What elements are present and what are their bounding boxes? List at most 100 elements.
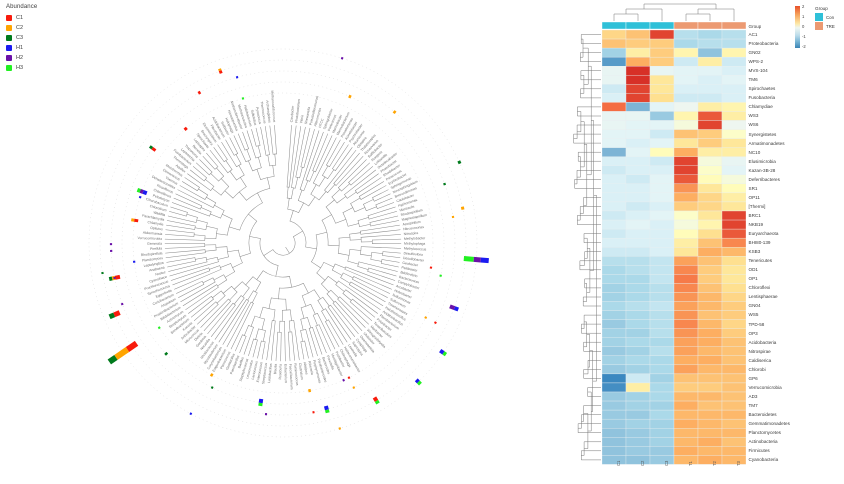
heatmap-cell[interactable] bbox=[625, 38, 651, 49]
heatmap-cell[interactable] bbox=[673, 38, 699, 49]
heatmap-cell[interactable] bbox=[721, 228, 746, 239]
heatmap-cell[interactable] bbox=[649, 165, 675, 175]
heatmap-cell[interactable] bbox=[602, 138, 627, 148]
heatmap-cell[interactable] bbox=[721, 47, 746, 58]
heatmap-cell[interactable] bbox=[625, 147, 651, 157]
heatmap-cell[interactable] bbox=[721, 120, 746, 130]
heatmap-cell[interactable] bbox=[625, 237, 651, 248]
heatmap-cell[interactable] bbox=[697, 319, 723, 329]
heatmap-cell[interactable] bbox=[697, 283, 723, 293]
heatmap-cell[interactable] bbox=[721, 355, 746, 366]
heatmap-cell[interactable] bbox=[602, 120, 627, 130]
heatmap-cell[interactable] bbox=[721, 265, 746, 275]
heatmap-cell[interactable] bbox=[649, 129, 675, 139]
heatmap-cell[interactable] bbox=[602, 247, 627, 257]
heatmap-cell[interactable] bbox=[602, 437, 627, 447]
heatmap-cell[interactable] bbox=[602, 455, 627, 465]
heatmap-cell[interactable] bbox=[697, 346, 723, 356]
heatmap-cell[interactable] bbox=[673, 400, 699, 411]
heatmap-cell[interactable] bbox=[625, 346, 651, 356]
heatmap-cell[interactable] bbox=[673, 75, 699, 85]
heatmap-cell[interactable] bbox=[673, 292, 699, 302]
heatmap-cell[interactable] bbox=[697, 38, 723, 49]
heatmap-cell[interactable] bbox=[697, 400, 723, 411]
heatmap-cell[interactable] bbox=[602, 283, 627, 293]
heatmap-cell[interactable] bbox=[649, 455, 675, 465]
heatmap-cell[interactable] bbox=[673, 455, 699, 465]
heatmap-cell[interactable] bbox=[673, 102, 699, 112]
heatmap-cell[interactable] bbox=[697, 455, 723, 465]
heatmap-cell[interactable] bbox=[625, 364, 651, 375]
heatmap-cell[interactable] bbox=[625, 310, 651, 320]
heatmap-cell[interactable] bbox=[625, 29, 651, 40]
heatmap-cell[interactable] bbox=[625, 75, 651, 85]
heatmap-cell[interactable] bbox=[721, 256, 746, 266]
heatmap-cell[interactable] bbox=[649, 138, 675, 148]
heatmap-cell[interactable] bbox=[721, 138, 746, 148]
heatmap-cell[interactable] bbox=[649, 301, 675, 311]
heatmap-cell[interactable] bbox=[649, 75, 675, 85]
heatmap-cell[interactable] bbox=[721, 66, 746, 76]
heatmap-cell[interactable] bbox=[673, 111, 699, 121]
heatmap-cell[interactable] bbox=[625, 66, 651, 76]
heatmap-cell[interactable] bbox=[602, 319, 627, 329]
heatmap-cell[interactable] bbox=[673, 391, 699, 402]
heatmap-cell[interactable] bbox=[649, 29, 675, 40]
heatmap-cell[interactable] bbox=[649, 400, 675, 411]
heatmap-cell[interactable] bbox=[649, 120, 675, 130]
heatmap-cell[interactable] bbox=[625, 283, 651, 293]
heatmap-cell[interactable] bbox=[625, 265, 651, 275]
heatmap-cell[interactable] bbox=[649, 364, 675, 375]
heatmap-cell[interactable] bbox=[721, 310, 746, 320]
heatmap-cell[interactable] bbox=[649, 93, 675, 103]
heatmap-cell[interactable] bbox=[673, 283, 699, 293]
heatmap-cell[interactable] bbox=[649, 391, 675, 402]
heatmap-cell[interactable] bbox=[602, 192, 627, 203]
heatmap-cell[interactable] bbox=[697, 93, 723, 103]
heatmap-cell[interactable] bbox=[625, 446, 651, 456]
heatmap-cell[interactable] bbox=[697, 201, 723, 212]
heatmap-cell[interactable] bbox=[625, 174, 651, 185]
heatmap-cell[interactable] bbox=[673, 228, 699, 239]
heatmap-cell[interactable] bbox=[625, 56, 651, 67]
heatmap-cell[interactable] bbox=[649, 256, 675, 266]
heatmap-cell[interactable] bbox=[721, 274, 746, 284]
heatmap-cell[interactable] bbox=[649, 210, 675, 221]
heatmap-cell[interactable] bbox=[649, 355, 675, 366]
heatmap-cell[interactable] bbox=[721, 129, 746, 139]
heatmap-cell[interactable] bbox=[673, 382, 699, 393]
heatmap-cell[interactable] bbox=[721, 38, 746, 49]
heatmap-cell[interactable] bbox=[602, 56, 627, 67]
heatmap-cell[interactable] bbox=[673, 418, 699, 429]
heatmap-cell[interactable] bbox=[602, 47, 627, 58]
heatmap-cell[interactable] bbox=[697, 355, 723, 366]
heatmap-cell[interactable] bbox=[721, 437, 746, 447]
heatmap-cell[interactable] bbox=[649, 437, 675, 447]
heatmap-cell[interactable] bbox=[602, 337, 627, 347]
heatmap-cell[interactable] bbox=[625, 274, 651, 284]
heatmap-cell[interactable] bbox=[649, 382, 675, 393]
heatmap-cell[interactable] bbox=[673, 66, 699, 76]
heatmap-cell[interactable] bbox=[721, 165, 746, 175]
heatmap-cell[interactable] bbox=[649, 38, 675, 49]
heatmap-cell[interactable] bbox=[721, 156, 746, 166]
heatmap-cell[interactable] bbox=[697, 147, 723, 157]
heatmap-cell[interactable] bbox=[721, 93, 746, 103]
heatmap-cell[interactable] bbox=[697, 138, 723, 148]
heatmap-cell[interactable] bbox=[697, 174, 723, 185]
heatmap-cell[interactable] bbox=[673, 210, 699, 221]
heatmap-cell[interactable] bbox=[673, 265, 699, 275]
heatmap-cell[interactable] bbox=[697, 228, 723, 239]
heatmap-cell[interactable] bbox=[625, 292, 651, 302]
heatmap-cell[interactable] bbox=[721, 56, 746, 67]
heatmap-cell[interactable] bbox=[649, 346, 675, 356]
heatmap-cell[interactable] bbox=[625, 382, 651, 393]
heatmap-cell[interactable] bbox=[625, 165, 651, 175]
heatmap-cell[interactable] bbox=[625, 428, 651, 438]
heatmap-cell[interactable] bbox=[721, 219, 746, 230]
heatmap-cell[interactable] bbox=[673, 147, 699, 157]
heatmap-cell[interactable] bbox=[602, 409, 627, 420]
heatmap-cell[interactable] bbox=[649, 174, 675, 185]
heatmap-cell[interactable] bbox=[721, 102, 746, 112]
heatmap-cell[interactable] bbox=[625, 129, 651, 139]
